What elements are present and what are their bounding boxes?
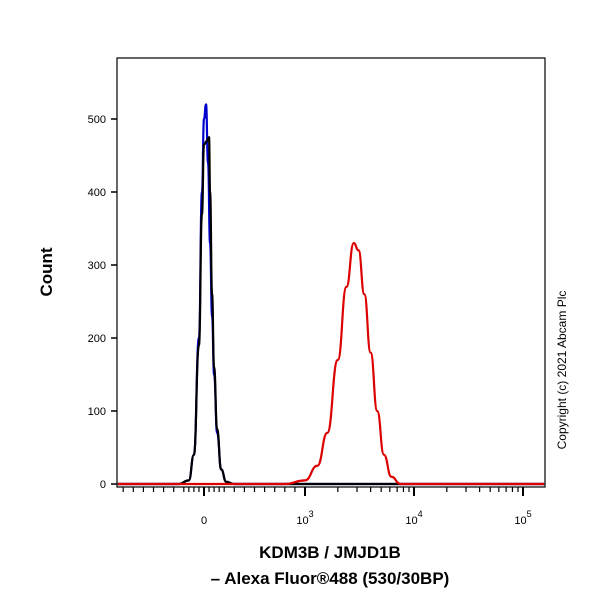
x-axis-label-line1: KDM3B / JMJD1B [259,543,401,562]
y-tick-label: 100 [88,406,106,418]
x-tick-label: 104 [405,509,422,527]
x-tick-label: 0 [201,515,207,527]
x-tick-label: 105 [514,509,531,527]
histogram-series-0 [117,103,544,486]
x-axis-label-line2: – Alexa Fluor®488 (530/30BP) [211,569,450,588]
histogram-series-1 [117,136,544,486]
histogram-series-2 [117,241,544,486]
x-tick-label: 103 [296,509,313,527]
copyright-text: Copyright (c) 2021 Abcam Plc [555,291,569,450]
y-tick-label: 300 [88,260,106,272]
plot-frame [116,57,546,488]
y-tick-label: 0 [100,479,106,491]
y-axis-label: Count [37,247,56,296]
y-tick-label: 200 [88,333,106,345]
y-tick-label: 400 [88,187,106,199]
y-tick-label: 500 [88,114,106,126]
